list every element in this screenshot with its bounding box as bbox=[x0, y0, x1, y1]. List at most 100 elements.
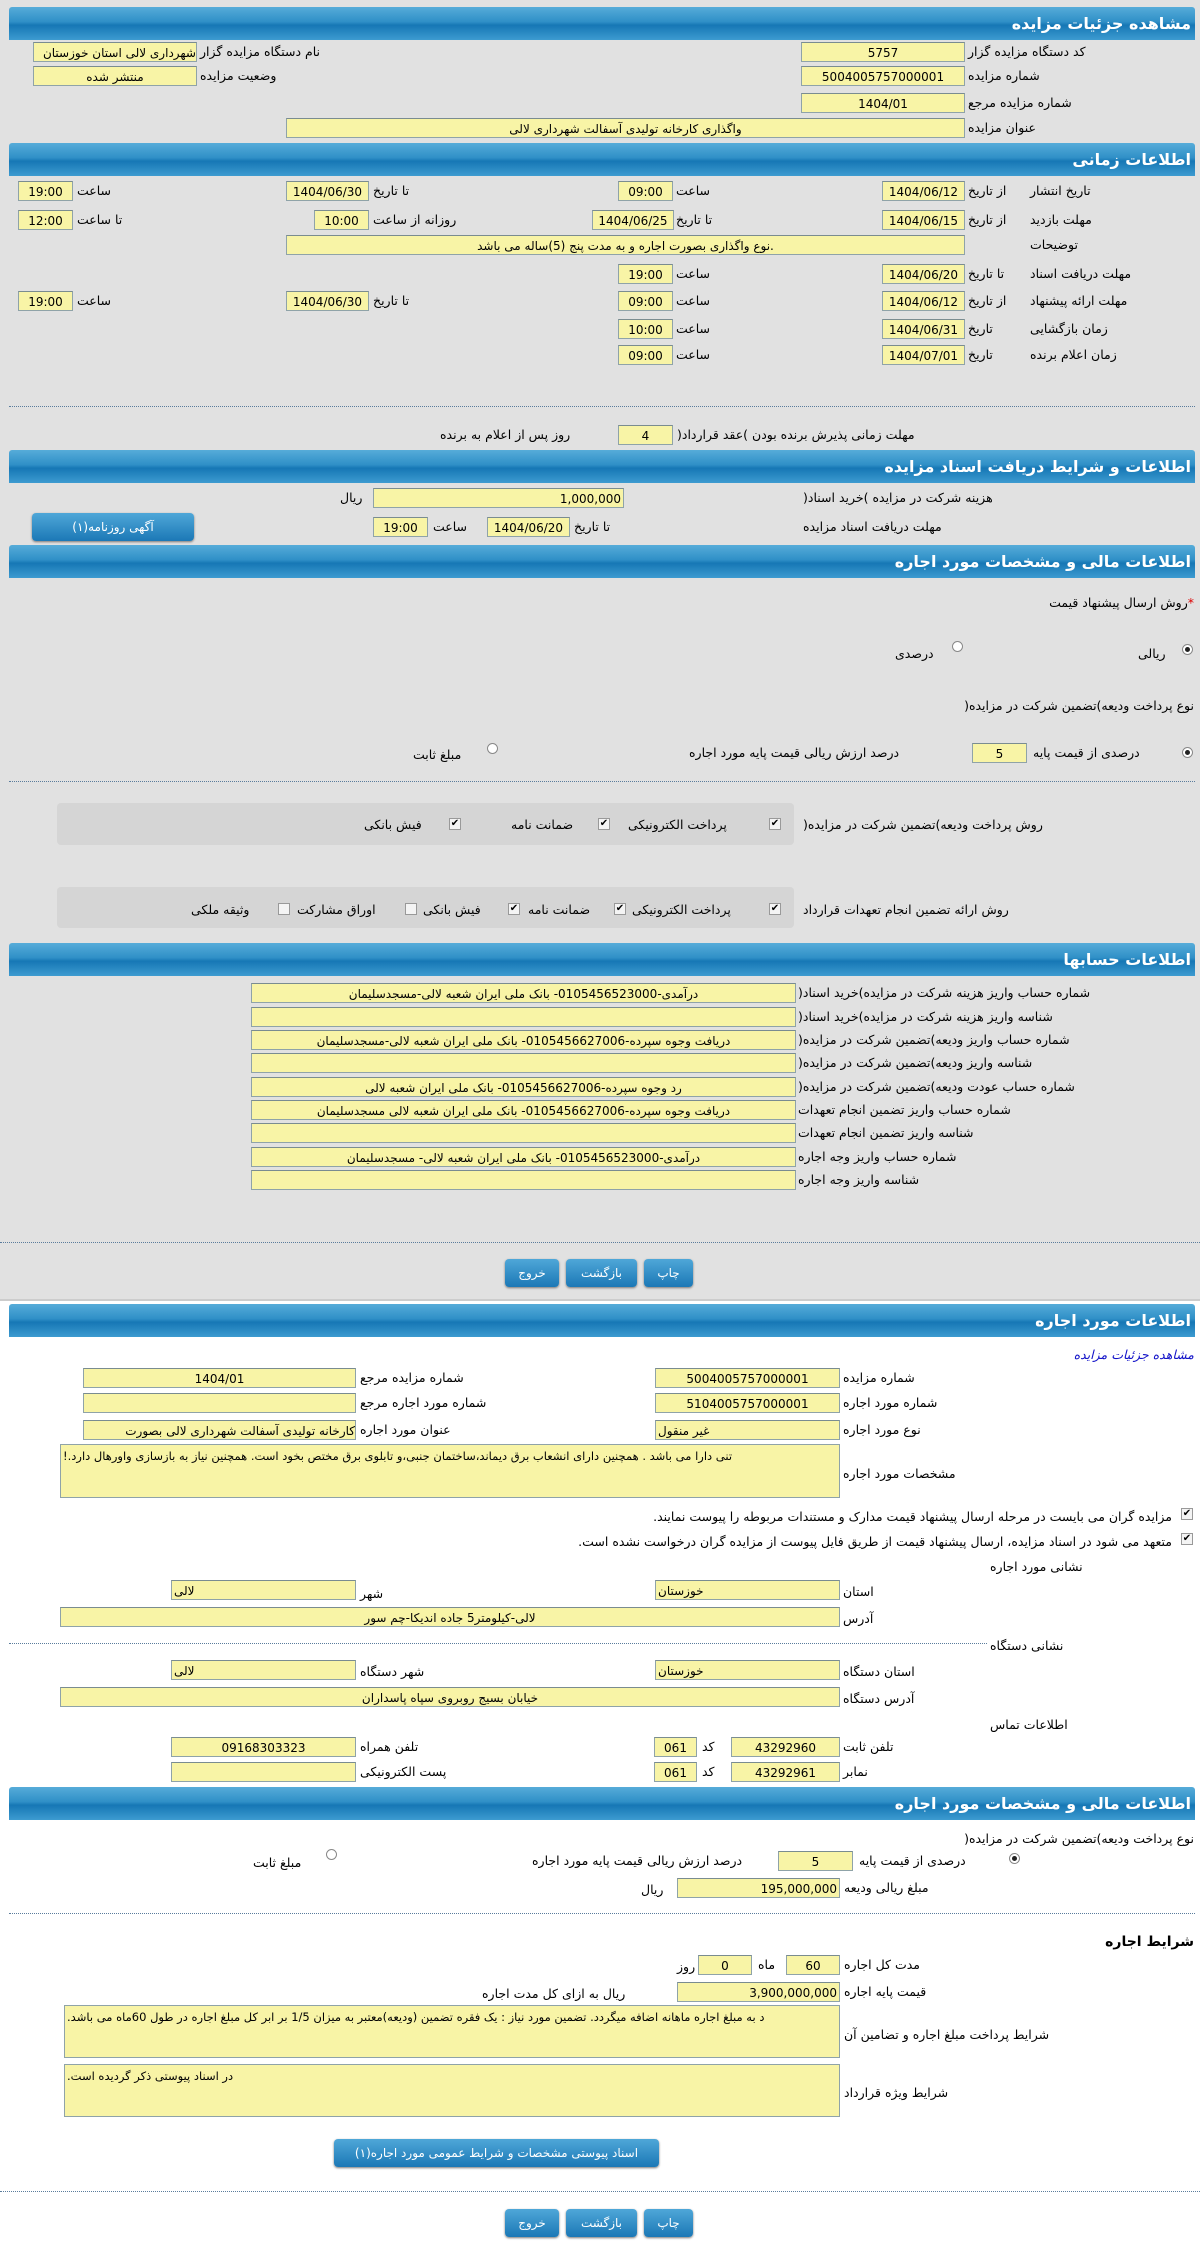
date-label: تاریخ bbox=[968, 347, 993, 362]
ref-number-field[interactable]: 1404/01 bbox=[801, 93, 965, 113]
no-attachment-checkbox[interactable]: ✔ bbox=[1181, 1533, 1193, 1545]
org-name-field[interactable]: شهرداری لالی استان خوزستان bbox=[33, 42, 197, 62]
publish-to-date[interactable]: 1404/06/30 bbox=[286, 181, 369, 201]
account-field[interactable] bbox=[251, 1053, 796, 1073]
status-field[interactable]: منتشر شده bbox=[33, 66, 197, 86]
docs-date-field[interactable]: 1404/06/20 bbox=[487, 517, 570, 537]
org-address-title: نشانی دستگاه bbox=[990, 1638, 1064, 1653]
deposit-amount-field[interactable]: 195,000,000 bbox=[677, 1878, 840, 1898]
special-terms-textarea[interactable]: در اسناد پیوستی ذکر گردیده است. bbox=[64, 2064, 840, 2117]
visit-from-date[interactable]: 1404/06/15 bbox=[882, 210, 965, 230]
auction-details-link[interactable]: مشاهده جزئیات مزایده bbox=[1073, 1347, 1194, 1362]
account-field[interactable]: رد وجوه سپرده-0105456627006- بانک ملی ای… bbox=[251, 1077, 796, 1097]
phone-field[interactable]: 43292960 bbox=[731, 1737, 840, 1757]
account-field[interactable]: دریافت وجوه سپرده-0105456627006- بانک مل… bbox=[251, 1030, 796, 1050]
visit-daily-to[interactable]: 12:00 bbox=[18, 210, 73, 230]
city-field[interactable]: لالی bbox=[171, 1580, 356, 1600]
acceptance-days-field[interactable]: 4 bbox=[618, 425, 673, 445]
lease-deposit-fixed-radio[interactable] bbox=[326, 1849, 337, 1860]
lease-item-number[interactable]: 5104005757000001 bbox=[655, 1393, 840, 1413]
lease-specs-textarea[interactable]: تنی دارا می باشد . همچنین دارای انشعاب ب… bbox=[60, 1444, 840, 1498]
org-province-field[interactable]: خوزستان bbox=[655, 1660, 840, 1680]
account-field[interactable] bbox=[251, 1170, 796, 1190]
account-field[interactable]: درآمدی-0105456523000- بانک ملی ایران شعب… bbox=[251, 983, 796, 1003]
account-label: شناسه واریز هزینه شرکت در مزایده)خرید اس… bbox=[798, 1009, 1053, 1024]
lease-deposit-percent-radio[interactable] bbox=[1009, 1853, 1020, 1864]
lease-ref-number[interactable]: 1404/01 bbox=[83, 1368, 356, 1388]
base-price-field[interactable]: 3,900,000,000 bbox=[677, 1982, 840, 2002]
fax-field[interactable]: 43292961 bbox=[731, 1762, 840, 1782]
auction-number-label: شماره مزایده bbox=[968, 68, 1040, 83]
price-method-rial-radio[interactable] bbox=[1182, 644, 1193, 655]
email-field[interactable] bbox=[171, 1762, 356, 1782]
deposit-guarantee-checkbox[interactable]: ✔ bbox=[598, 818, 610, 830]
deposit-fixed-radio[interactable] bbox=[487, 743, 498, 754]
guarantee-property-checkbox[interactable] bbox=[278, 903, 290, 915]
offer-from-date[interactable]: 1404/06/12 bbox=[882, 291, 965, 311]
lease-deposit-percent-field[interactable]: 5 bbox=[778, 1851, 853, 1871]
payment-terms-textarea[interactable]: د به مبلغ اجاره ماهانه اضافه میگردد. تضم… bbox=[64, 2005, 840, 2058]
exit-button[interactable]: خروج bbox=[505, 2209, 559, 2237]
winner-time[interactable]: 09:00 bbox=[618, 345, 673, 365]
offer-to-date[interactable]: 1404/06/30 bbox=[286, 291, 369, 311]
to-date-label: تا تاریخ bbox=[574, 519, 611, 534]
lease-auction-number[interactable]: 5004005757000001 bbox=[655, 1368, 840, 1388]
duration-months-field[interactable]: 60 bbox=[786, 1955, 840, 1975]
deposit-bank-slip-checkbox[interactable]: ✔ bbox=[449, 818, 461, 830]
visit-to-date[interactable]: 1404/06/25 bbox=[592, 210, 674, 230]
mobile-field[interactable]: 09168303323 bbox=[171, 1737, 356, 1757]
fax-code-field[interactable]: 061 bbox=[654, 1762, 697, 1782]
notes-field[interactable]: .نوع واگذاری بصورت اجاره و به مدت پنج (5… bbox=[286, 235, 965, 255]
account-field[interactable] bbox=[251, 1123, 796, 1143]
docs-to-date[interactable]: 1404/06/20 bbox=[882, 264, 965, 284]
lease-item-ref[interactable] bbox=[83, 1393, 356, 1413]
lease-item-type[interactable]: غیر منقول bbox=[655, 1420, 840, 1440]
offer-from-time[interactable]: 09:00 bbox=[618, 291, 673, 311]
deposit-electronic-checkbox[interactable]: ✔ bbox=[769, 818, 781, 830]
org-city-field[interactable]: لالی bbox=[171, 1660, 356, 1680]
deposit-percent-field[interactable]: 5 bbox=[972, 743, 1027, 763]
publish-from-date[interactable]: 1404/06/12 bbox=[882, 181, 965, 201]
lease-item-title[interactable]: کارخانه تولیدی آسفالت شهرداری لالی بصورت bbox=[83, 1420, 356, 1440]
deposit-percent-radio[interactable] bbox=[1182, 747, 1193, 758]
org-code-field[interactable]: 5757 bbox=[801, 42, 965, 62]
docs-time[interactable]: 19:00 bbox=[618, 264, 673, 284]
visit-daily-from[interactable]: 10:00 bbox=[314, 210, 369, 230]
winner-date[interactable]: 1404/07/01 bbox=[882, 345, 965, 365]
exit-button[interactable]: خروج bbox=[505, 1259, 559, 1287]
docs-time-field[interactable]: 19:00 bbox=[373, 517, 428, 537]
guarantee-electronic-checkbox[interactable]: ✔ bbox=[769, 903, 781, 915]
back-button[interactable]: بازگشت bbox=[566, 1259, 637, 1287]
section-header-accounts: اطلاعات حسابها bbox=[9, 943, 1195, 976]
print-button[interactable]: چاپ bbox=[644, 2209, 693, 2237]
account-label: شماره حساب واریز وجه اجاره bbox=[798, 1149, 957, 1164]
guarantee-bank-slip-checkbox[interactable]: ✔ bbox=[508, 903, 520, 915]
guarantee-bonds-checkbox[interactable] bbox=[405, 903, 417, 915]
account-field[interactable]: درآمدی-0105456523000- بانک ملی ایران شعب… bbox=[251, 1147, 796, 1167]
attach-docs-checkbox[interactable]: ✔ bbox=[1181, 1508, 1193, 1520]
day-unit: روز bbox=[677, 1959, 696, 1974]
auction-number-field[interactable]: 5004005757000001 bbox=[801, 66, 965, 86]
phone-code-field[interactable]: 061 bbox=[654, 1737, 697, 1757]
duration-days-field[interactable]: 0 bbox=[698, 1955, 752, 1975]
print-button[interactable]: چاپ bbox=[644, 1259, 693, 1287]
publish-from-time[interactable]: 09:00 bbox=[618, 181, 673, 201]
lease-deposit-percent-suffix: درصد ارزش ریالی قیمت پایه مورد اجاره bbox=[532, 1853, 743, 1868]
subject-field[interactable]: واگذاری کارخانه تولیدی آسفالت شهرداری لا… bbox=[286, 118, 965, 138]
guarantee-letter-checkbox[interactable]: ✔ bbox=[614, 903, 626, 915]
opening-time[interactable]: 10:00 bbox=[618, 319, 673, 339]
newspaper-ad-button[interactable]: آگهی روزنامه(۱) bbox=[32, 513, 194, 541]
account-field[interactable]: دریافت وجوه سپرده-0105456627006- بانک مل… bbox=[251, 1100, 796, 1120]
attachments-button[interactable]: اسناد پیوستی مشخصات و شرایط عمومی مورد ا… bbox=[334, 2139, 659, 2167]
org-address-field[interactable]: خیابان بسیج روبروی سپاه پاسداران bbox=[60, 1687, 840, 1707]
fee-field[interactable]: 1,000,000 bbox=[373, 488, 624, 508]
publish-to-time[interactable]: 19:00 bbox=[18, 181, 73, 201]
account-field[interactable] bbox=[251, 1007, 796, 1027]
back-button[interactable]: بازگشت bbox=[566, 2209, 637, 2237]
address-field[interactable]: لالی-کیلومتر5 جاده اندیکا-چم سور bbox=[60, 1607, 840, 1627]
opening-date[interactable]: 1404/06/31 bbox=[882, 319, 965, 339]
price-method-percent-radio[interactable] bbox=[952, 641, 963, 652]
offer-to-time[interactable]: 19:00 bbox=[18, 291, 73, 311]
hour-label: ساعت bbox=[676, 347, 711, 362]
province-field[interactable]: خوزستان bbox=[655, 1580, 840, 1600]
